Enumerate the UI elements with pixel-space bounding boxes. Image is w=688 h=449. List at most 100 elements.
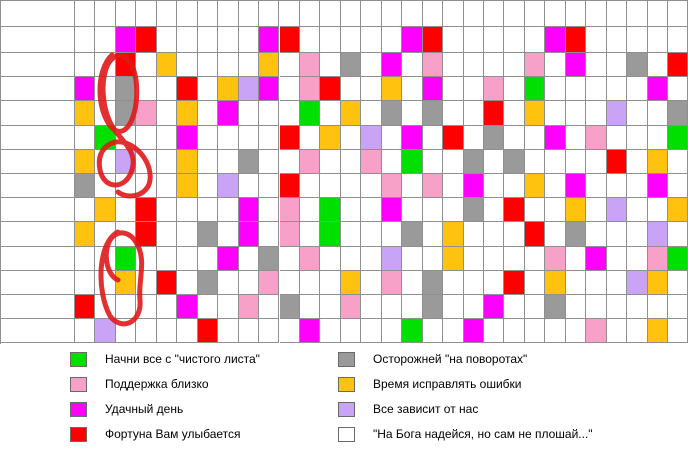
day-cell — [586, 174, 607, 199]
day-cell — [647, 174, 669, 199]
day-number-header — [75, 1, 96, 27]
day-cell — [668, 246, 688, 271]
day-cell — [565, 198, 587, 223]
day-cell — [95, 319, 116, 344]
day-cell — [484, 125, 505, 150]
legend-swatch — [338, 376, 355, 392]
day-cell — [156, 101, 178, 126]
day-cell — [668, 174, 688, 199]
day-cell — [238, 246, 260, 271]
weekday-header — [156, 27, 178, 53]
day-cell — [422, 149, 444, 174]
day-number-header — [381, 1, 403, 27]
day-cell — [443, 295, 464, 320]
day-cell — [586, 149, 607, 174]
zodiac-sign-label — [1, 77, 75, 102]
day-cell — [361, 149, 382, 174]
day-cell — [279, 149, 300, 174]
day-cell — [381, 174, 403, 199]
zodiac-sign-label — [1, 295, 75, 320]
legend-item: Фортуна Вам улыбается — [70, 425, 241, 443]
day-cell — [381, 101, 403, 126]
day-cell — [647, 125, 669, 150]
legend-label: "На Бога надейся, но сам не плошай..." — [373, 427, 593, 441]
day-cell — [136, 198, 157, 223]
day-cell — [402, 319, 423, 344]
day-cell — [238, 149, 260, 174]
day-number-header — [299, 1, 321, 27]
day-number-header — [177, 1, 198, 27]
day-cell — [463, 198, 484, 223]
day-cell — [218, 270, 239, 295]
day-cell — [75, 125, 96, 150]
day-cell — [197, 198, 219, 223]
weekday-header — [177, 27, 198, 53]
day-cell — [115, 295, 137, 320]
zodiac-sign-label — [1, 149, 75, 174]
day-cell — [136, 270, 157, 295]
day-cell — [156, 77, 178, 102]
day-cell — [218, 295, 239, 320]
day-cell — [320, 53, 341, 78]
day-cell — [586, 270, 607, 295]
day-cell — [484, 222, 505, 247]
day-cell — [115, 319, 137, 344]
day-cell — [136, 174, 157, 199]
day-cell — [586, 101, 607, 126]
day-cell — [177, 125, 198, 150]
day-cell — [422, 101, 444, 126]
day-cell — [586, 77, 607, 102]
day-cell — [443, 53, 464, 78]
day-cell — [320, 270, 341, 295]
day-cell — [238, 174, 260, 199]
day-number-header — [463, 1, 484, 27]
day-cell — [340, 149, 362, 174]
day-cell — [218, 101, 239, 126]
day-cell — [606, 270, 628, 295]
day-cell — [484, 77, 505, 102]
day-cell — [177, 77, 198, 102]
day-cell — [156, 198, 178, 223]
day-number-header — [218, 1, 239, 27]
day-cell — [279, 222, 300, 247]
day-cell — [320, 174, 341, 199]
weekday-header — [259, 27, 280, 53]
day-cell — [627, 270, 648, 295]
day-cell — [177, 246, 198, 271]
day-cell — [463, 174, 484, 199]
day-cell — [381, 149, 403, 174]
day-cell — [259, 198, 280, 223]
day-cell — [647, 295, 669, 320]
day-cell — [606, 319, 628, 344]
day-cell — [484, 319, 505, 344]
legend-swatch — [338, 426, 355, 442]
day-cell — [259, 174, 280, 199]
day-cell — [136, 295, 157, 320]
day-cell — [361, 270, 382, 295]
day-number-header — [606, 1, 628, 27]
day-cell — [606, 77, 628, 102]
day-cell — [197, 222, 219, 247]
day-cell — [75, 295, 96, 320]
day-cell — [238, 222, 260, 247]
day-cell — [627, 246, 648, 271]
day-cell — [606, 149, 628, 174]
day-cell — [156, 149, 178, 174]
day-cell — [299, 53, 321, 78]
day-cell — [75, 101, 96, 126]
day-cell — [361, 53, 382, 78]
legend-item: "На Бога надейся, но сам не плошай..." — [338, 425, 593, 443]
day-cell — [565, 101, 587, 126]
day-cell — [136, 149, 157, 174]
day-cell — [668, 125, 688, 150]
weekday-header — [75, 27, 96, 53]
day-cell — [238, 319, 260, 344]
day-cell — [115, 222, 137, 247]
day-cell — [95, 77, 116, 102]
day-cell — [115, 101, 137, 126]
legend-item: Время исправлять ошибки — [338, 375, 522, 393]
weekday-header — [218, 27, 239, 53]
day-cell — [156, 222, 178, 247]
day-cell — [443, 198, 464, 223]
day-cell — [586, 295, 607, 320]
